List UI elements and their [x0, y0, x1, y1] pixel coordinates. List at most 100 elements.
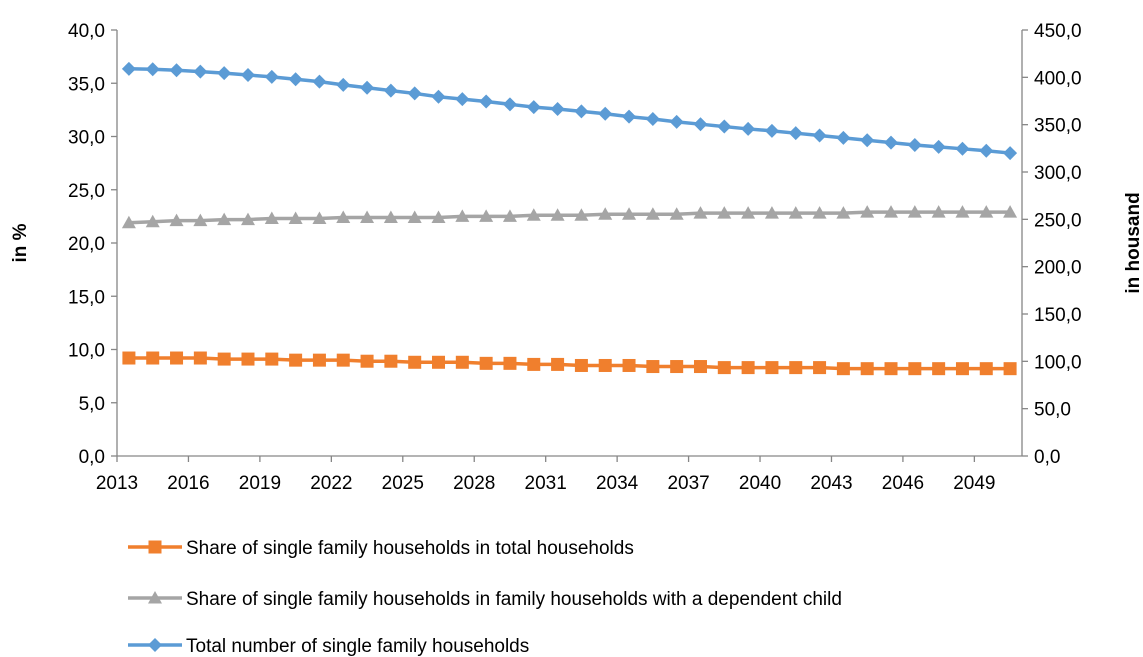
- data-point: [193, 64, 208, 79]
- data-point: [669, 114, 684, 129]
- data-point: [931, 139, 946, 154]
- data-point: [598, 358, 612, 372]
- data-point: [788, 126, 803, 141]
- data-point: [860, 205, 875, 218]
- data-point: [955, 362, 969, 376]
- data-point: [550, 102, 565, 117]
- data-point: [432, 355, 446, 369]
- data-point: [217, 352, 231, 366]
- series-line: [128, 356, 1011, 371]
- data-point: [907, 205, 922, 218]
- y-right-ticks: 0,0 50,0 100,0 150,0 200,0 250,0 300,0 350,0 400…: [1022, 21, 1082, 468]
- data-point: [551, 357, 565, 371]
- data-point: [288, 72, 303, 87]
- x-tick-label: 2040: [739, 473, 781, 494]
- data-point: [622, 109, 637, 124]
- data-point: [932, 362, 946, 376]
- data-point: [598, 207, 613, 220]
- x-tick-label: 2028: [453, 473, 495, 494]
- data-point: [503, 356, 517, 370]
- data-point: [502, 97, 517, 112]
- x-tick-label: 2019: [239, 473, 281, 494]
- y-right-tick-label: 0,0: [1034, 447, 1060, 468]
- data-point: [979, 205, 994, 218]
- data-point: [336, 353, 350, 367]
- data-point: [526, 100, 541, 115]
- y-left-ticks: 0,0 5,0 10,0 15,0 20,0 25,0 30,0 35,0 40,0: [68, 21, 117, 468]
- data-point: [289, 353, 303, 367]
- legend-item: Total number of single family households: [128, 636, 529, 657]
- data-point: [360, 210, 375, 223]
- data-point: [170, 351, 184, 365]
- data-point: [717, 361, 731, 375]
- data-point: [312, 353, 326, 367]
- data-point: [407, 210, 422, 223]
- y-left-tick-label: 10,0: [68, 341, 105, 362]
- data-point: [455, 92, 470, 107]
- data-point: [955, 205, 970, 218]
- data-point: [836, 130, 851, 145]
- legend: Share of single family households in tot…: [128, 538, 842, 657]
- data-point: [598, 106, 613, 121]
- x-tick-label: 2049: [953, 473, 995, 494]
- data-point: [169, 213, 184, 227]
- legend-item: Share of single family households in tot…: [128, 538, 634, 559]
- data-point: [360, 80, 375, 95]
- data-point: [145, 62, 160, 77]
- data-point: [645, 111, 660, 126]
- data-point: [145, 214, 160, 228]
- y-right-tick-label: 200,0: [1034, 258, 1082, 279]
- data-point: [479, 356, 493, 370]
- data-point: [407, 86, 422, 101]
- x-tick-label: 2034: [596, 473, 639, 494]
- y-left-tick-label: 30,0: [68, 128, 105, 149]
- data-point: [312, 74, 327, 89]
- data-point: [622, 207, 637, 220]
- data-point: [479, 94, 494, 109]
- data-point: [408, 355, 422, 369]
- series-square: [122, 351, 1017, 376]
- legend-marker: [148, 591, 162, 604]
- x-tick-label: 2013: [96, 473, 138, 494]
- series-triangle: [121, 205, 1018, 229]
- data-point: [574, 104, 589, 119]
- data-point: [931, 205, 946, 218]
- x-tick-label: 2046: [882, 473, 924, 494]
- data-point: [979, 143, 994, 158]
- legend-label: Share of single family households in tot…: [186, 538, 634, 559]
- data-point: [574, 358, 588, 372]
- x-tick-label: 2043: [810, 473, 852, 494]
- data-point: [741, 361, 755, 375]
- data-point: [1003, 362, 1017, 376]
- data-point: [955, 141, 970, 156]
- data-point: [431, 89, 446, 104]
- data-point: [336, 77, 351, 92]
- data-point: [502, 209, 517, 222]
- legend-label: Total number of single family households: [186, 636, 529, 657]
- data-point: [741, 121, 756, 136]
- y-right-tick-label: 400,0: [1034, 68, 1082, 89]
- data-point: [622, 358, 636, 372]
- y-left-tick-label: 40,0: [68, 21, 105, 42]
- data-point: [765, 361, 779, 375]
- data-point: [764, 206, 779, 219]
- data-point: [384, 354, 398, 368]
- data-point: [646, 360, 660, 374]
- y-left-tick-label: 0,0: [79, 447, 105, 468]
- data-point: [812, 206, 827, 219]
- data-point: [526, 208, 541, 221]
- data-point: [860, 362, 874, 376]
- data-point: [217, 212, 232, 226]
- data-point: [812, 128, 827, 143]
- data-point: [383, 210, 398, 223]
- legend-marker: [148, 540, 162, 554]
- data-point: [312, 211, 327, 225]
- data-point: [836, 362, 850, 376]
- x-tick-label: 2037: [667, 473, 709, 494]
- data-point: [121, 215, 136, 229]
- data-point: [788, 206, 803, 219]
- data-point: [431, 210, 446, 223]
- data-point: [979, 362, 993, 376]
- data-point: [717, 206, 732, 219]
- series-diamond: [121, 61, 1018, 161]
